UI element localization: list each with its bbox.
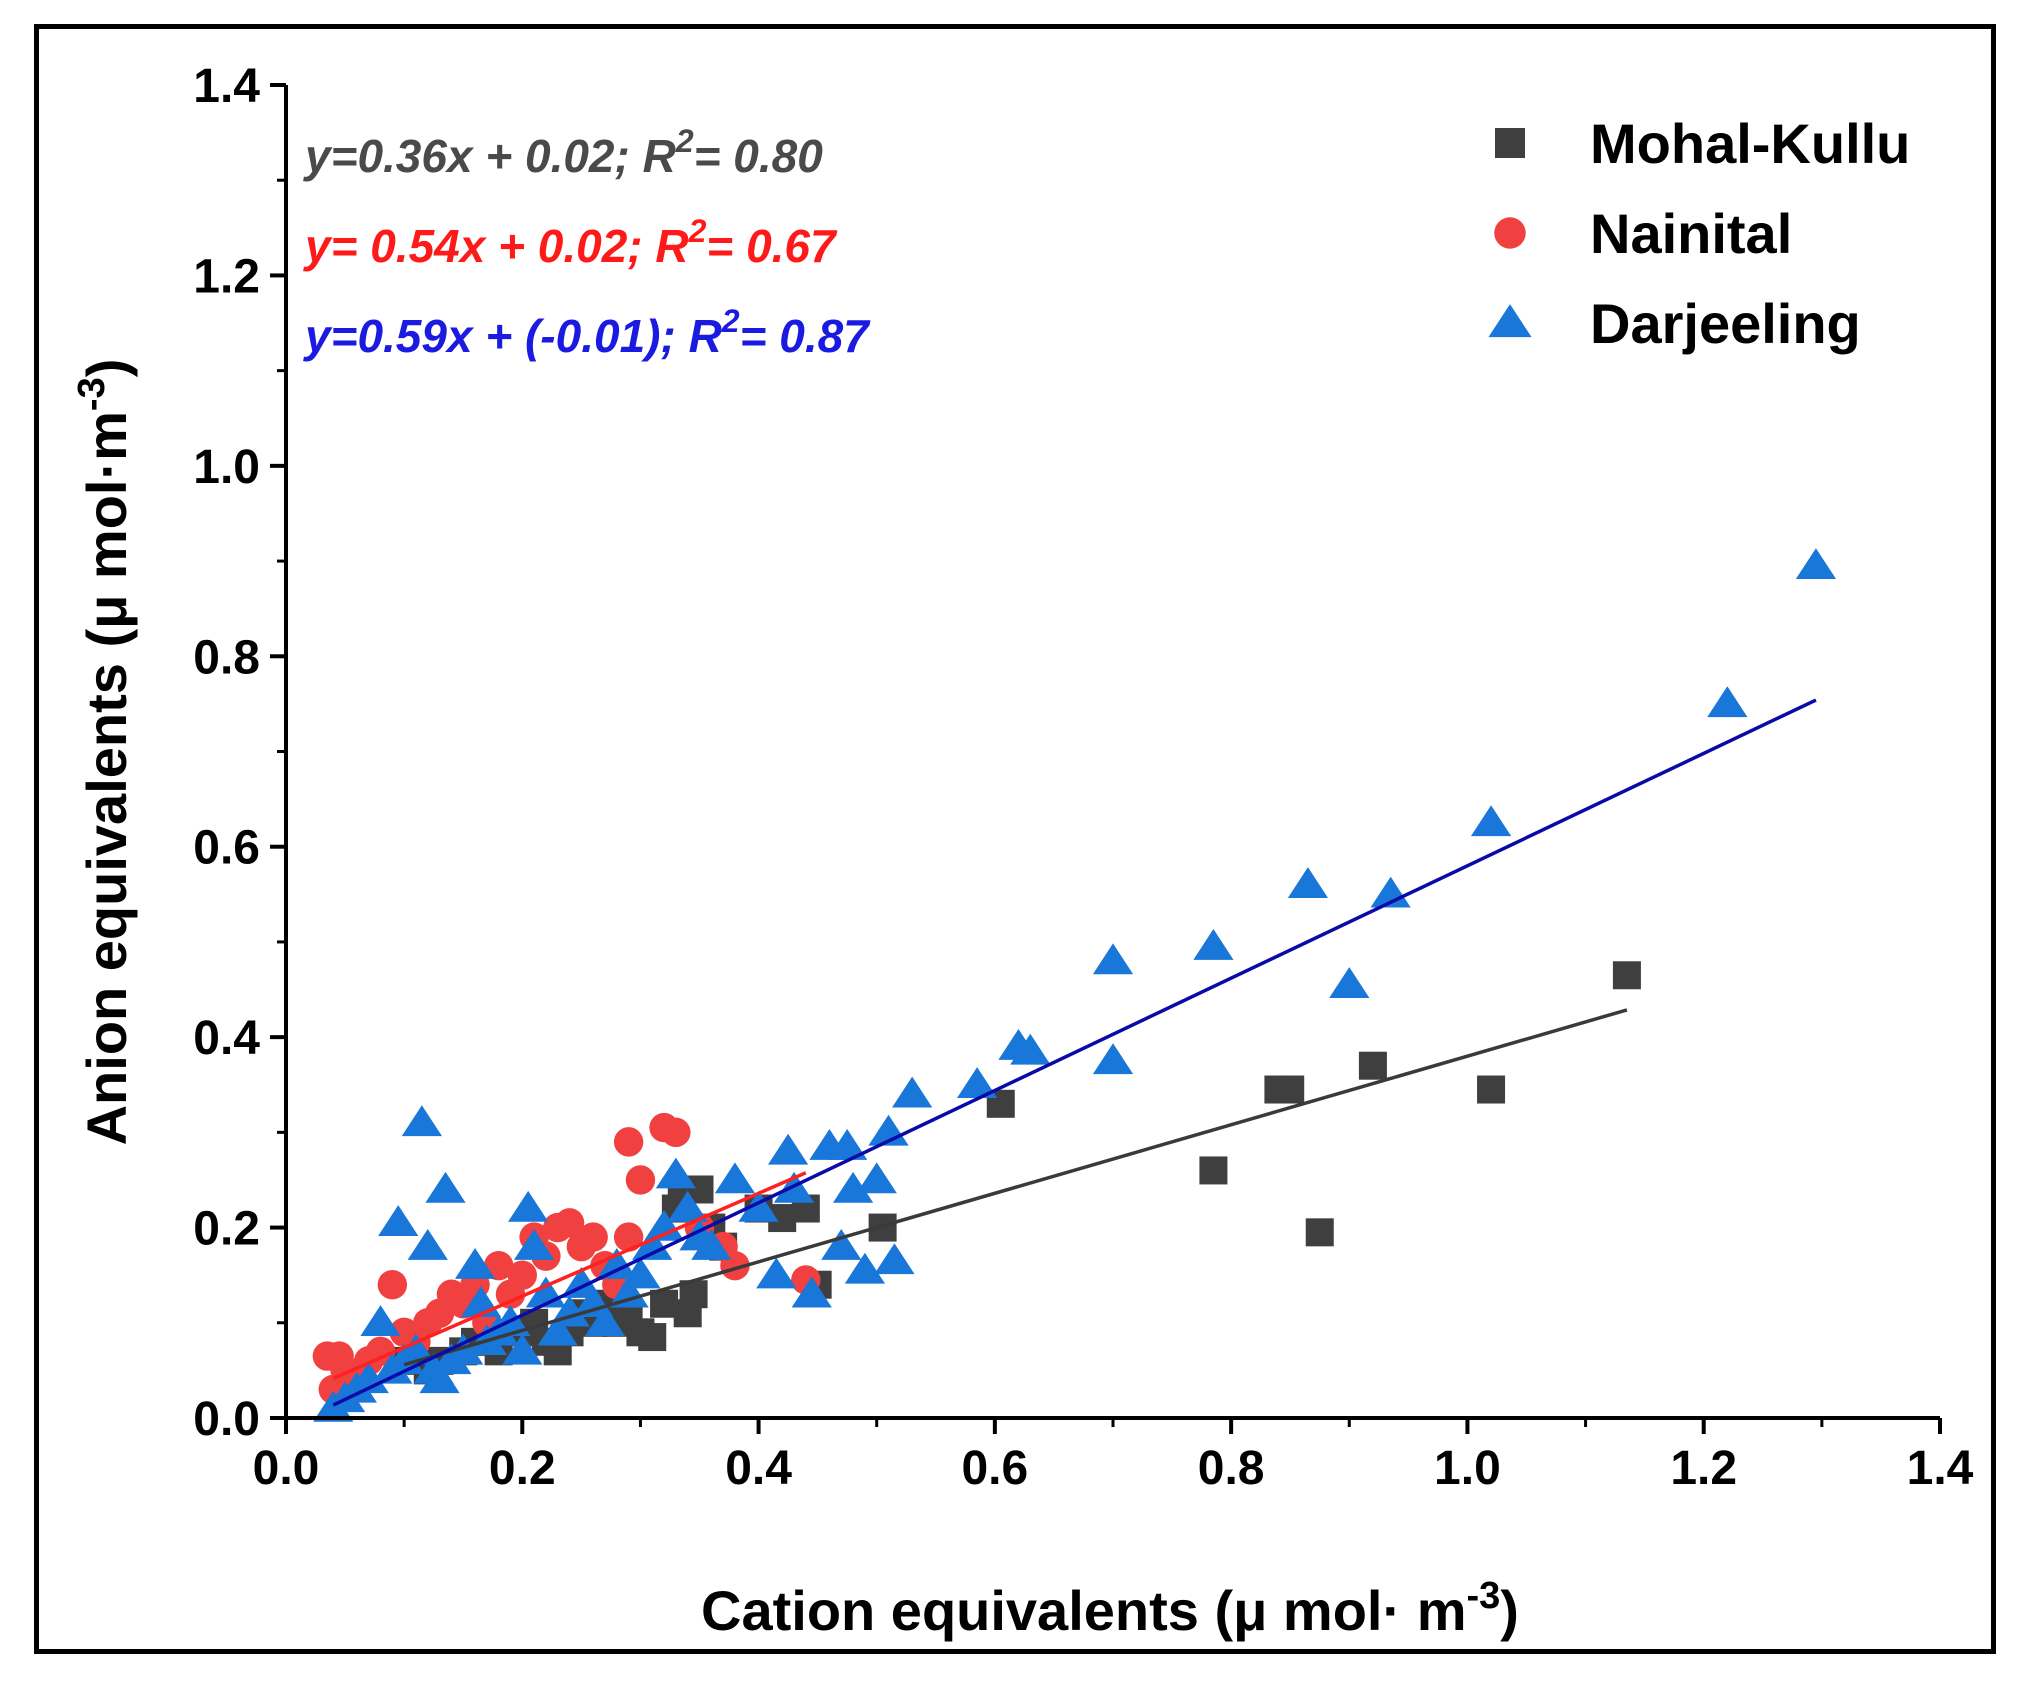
fit-line-darjeeling bbox=[332, 698, 1817, 1407]
point-darjeeling bbox=[632, 1228, 673, 1260]
point-darjeeling bbox=[667, 1190, 708, 1222]
fit-lines bbox=[332, 698, 1817, 1407]
legend-marker-mohal-kullu bbox=[1495, 128, 1525, 158]
point-darjeeling bbox=[1470, 805, 1512, 837]
point-darjeeling bbox=[1092, 1043, 1134, 1075]
point-mohal-kullu bbox=[650, 1289, 679, 1318]
point-darjeeling bbox=[856, 1162, 897, 1194]
point-darjeeling bbox=[596, 1248, 637, 1279]
point-darjeeling bbox=[892, 1076, 933, 1108]
point-mohal-kullu bbox=[1199, 1156, 1228, 1185]
y-tick-label: 0.4 bbox=[193, 1012, 260, 1065]
point-darjeeling bbox=[1010, 1033, 1051, 1065]
point-darjeeling bbox=[832, 1171, 874, 1203]
y-tick-label: 0.6 bbox=[193, 822, 260, 875]
point-darjeeling bbox=[691, 1228, 732, 1260]
point-darjeeling bbox=[608, 1276, 649, 1308]
point-mohal-kullu bbox=[638, 1323, 667, 1352]
y-tick-label: 0.2 bbox=[193, 1203, 260, 1256]
point-mohal-kullu bbox=[1305, 1218, 1334, 1247]
legend-label-nainital: Nainital bbox=[1590, 202, 1792, 265]
point-darjeeling bbox=[502, 1333, 543, 1365]
point-darjeeling bbox=[454, 1248, 496, 1279]
point-nainital bbox=[613, 1127, 644, 1157]
legend-label-mohal-kullu: Mohal-Kullu bbox=[1590, 112, 1910, 175]
legend-label-darjeeling: Darjeeling bbox=[1590, 292, 1861, 355]
point-darjeeling bbox=[348, 1362, 389, 1394]
y-tick-label: 0.0 bbox=[193, 1393, 260, 1446]
axes: 0.0 0.2 0.4 0.6 0.8 1.0 1.2 1.4 0.0 0.2 0.4 0.6 0.8 1… bbox=[193, 60, 1973, 1495]
fit-equation-nainital: y= 0.54x + 0.02; R2= 0.67 bbox=[303, 213, 838, 272]
point-darjeeling bbox=[1092, 943, 1134, 975]
fit-equations: y=0.36x + 0.02; R2= 0.80 y= 0.54x + 0.02;… bbox=[303, 123, 871, 362]
y-tick-label: 1.2 bbox=[193, 250, 260, 303]
point-darjeeling bbox=[360, 1305, 401, 1337]
point-darjeeling bbox=[419, 1362, 460, 1394]
point-darjeeling bbox=[756, 1257, 797, 1289]
point-darjeeling bbox=[874, 1243, 915, 1275]
point-darjeeling bbox=[738, 1190, 779, 1222]
point-nainital bbox=[625, 1165, 656, 1195]
point-darjeeling bbox=[378, 1205, 419, 1237]
x-tick-label: 1.2 bbox=[1670, 1442, 1737, 1495]
point-nainital bbox=[377, 1270, 408, 1300]
point-darjeeling bbox=[957, 1067, 998, 1098]
point-darjeeling bbox=[1707, 686, 1748, 718]
y-tick-label: 1.0 bbox=[193, 441, 260, 494]
point-nainital bbox=[578, 1222, 608, 1252]
point-mohal-kullu bbox=[1276, 1075, 1305, 1104]
x-tick-label: 1.4 bbox=[1907, 1442, 1974, 1495]
x-tick-label: 0.0 bbox=[253, 1442, 320, 1495]
point-nainital bbox=[554, 1208, 585, 1238]
fit-line-mohal-kullu bbox=[403, 1008, 1628, 1367]
x-tick-label: 0.8 bbox=[1198, 1442, 1265, 1495]
fit-line-nainital bbox=[332, 1171, 807, 1380]
point-darjeeling bbox=[513, 1228, 555, 1260]
x-tick-label: 1.0 bbox=[1434, 1442, 1501, 1495]
legend-marker-darjeeling bbox=[1488, 304, 1532, 338]
point-nainital bbox=[661, 1117, 691, 1148]
point-darjeeling bbox=[1795, 548, 1837, 580]
point-darjeeling bbox=[643, 1209, 685, 1241]
x-tick-label: 0.6 bbox=[961, 1442, 1028, 1495]
point-darjeeling bbox=[425, 1171, 466, 1203]
data-points bbox=[312, 548, 1837, 1422]
x-tick-label: 0.2 bbox=[489, 1442, 556, 1495]
point-darjeeling bbox=[537, 1314, 578, 1346]
point-darjeeling bbox=[827, 1128, 868, 1160]
fit-equation-mohal-kullu: y=0.36x + 0.02; R2= 0.80 bbox=[303, 123, 823, 182]
y-axis-title: Anion equivalents (μ mol·m-3) bbox=[71, 359, 138, 1146]
point-mohal-kullu bbox=[1612, 961, 1641, 990]
point-darjeeling bbox=[584, 1305, 626, 1337]
legend: Mohal-Kullu Nainital Darjeeling bbox=[1488, 112, 1910, 355]
point-darjeeling bbox=[791, 1276, 832, 1308]
y-tick-label: 1.4 bbox=[193, 60, 260, 113]
point-darjeeling bbox=[655, 1157, 696, 1189]
point-darjeeling bbox=[1287, 867, 1329, 899]
point-nainital bbox=[365, 1336, 396, 1367]
point-darjeeling bbox=[767, 1133, 809, 1165]
point-mohal-kullu bbox=[1477, 1075, 1506, 1104]
point-darjeeling bbox=[407, 1228, 448, 1260]
point-darjeeling bbox=[508, 1190, 549, 1222]
y-tick-label: 0.8 bbox=[193, 631, 260, 684]
point-nainital bbox=[613, 1222, 644, 1252]
point-darjeeling bbox=[844, 1252, 886, 1284]
legend-marker-nainital bbox=[1494, 217, 1526, 249]
point-nainital bbox=[507, 1260, 537, 1290]
point-darjeeling bbox=[1370, 876, 1411, 908]
point-darjeeling bbox=[620, 1257, 661, 1289]
point-darjeeling bbox=[821, 1228, 862, 1260]
point-darjeeling bbox=[401, 1105, 442, 1137]
x-axis-title: Cation equivalents (μ mol· m-3) bbox=[701, 1575, 1519, 1642]
point-darjeeling bbox=[1329, 967, 1370, 999]
point-mohal-kullu bbox=[1358, 1051, 1387, 1080]
series-darjeeling bbox=[313, 548, 1837, 1422]
x-tick-label: 0.4 bbox=[725, 1442, 792, 1495]
point-darjeeling bbox=[714, 1162, 756, 1194]
fit-equation-darjeeling: y=0.59x + (-0.01); R2= 0.87 bbox=[303, 303, 871, 362]
point-darjeeling bbox=[1193, 929, 1234, 960]
